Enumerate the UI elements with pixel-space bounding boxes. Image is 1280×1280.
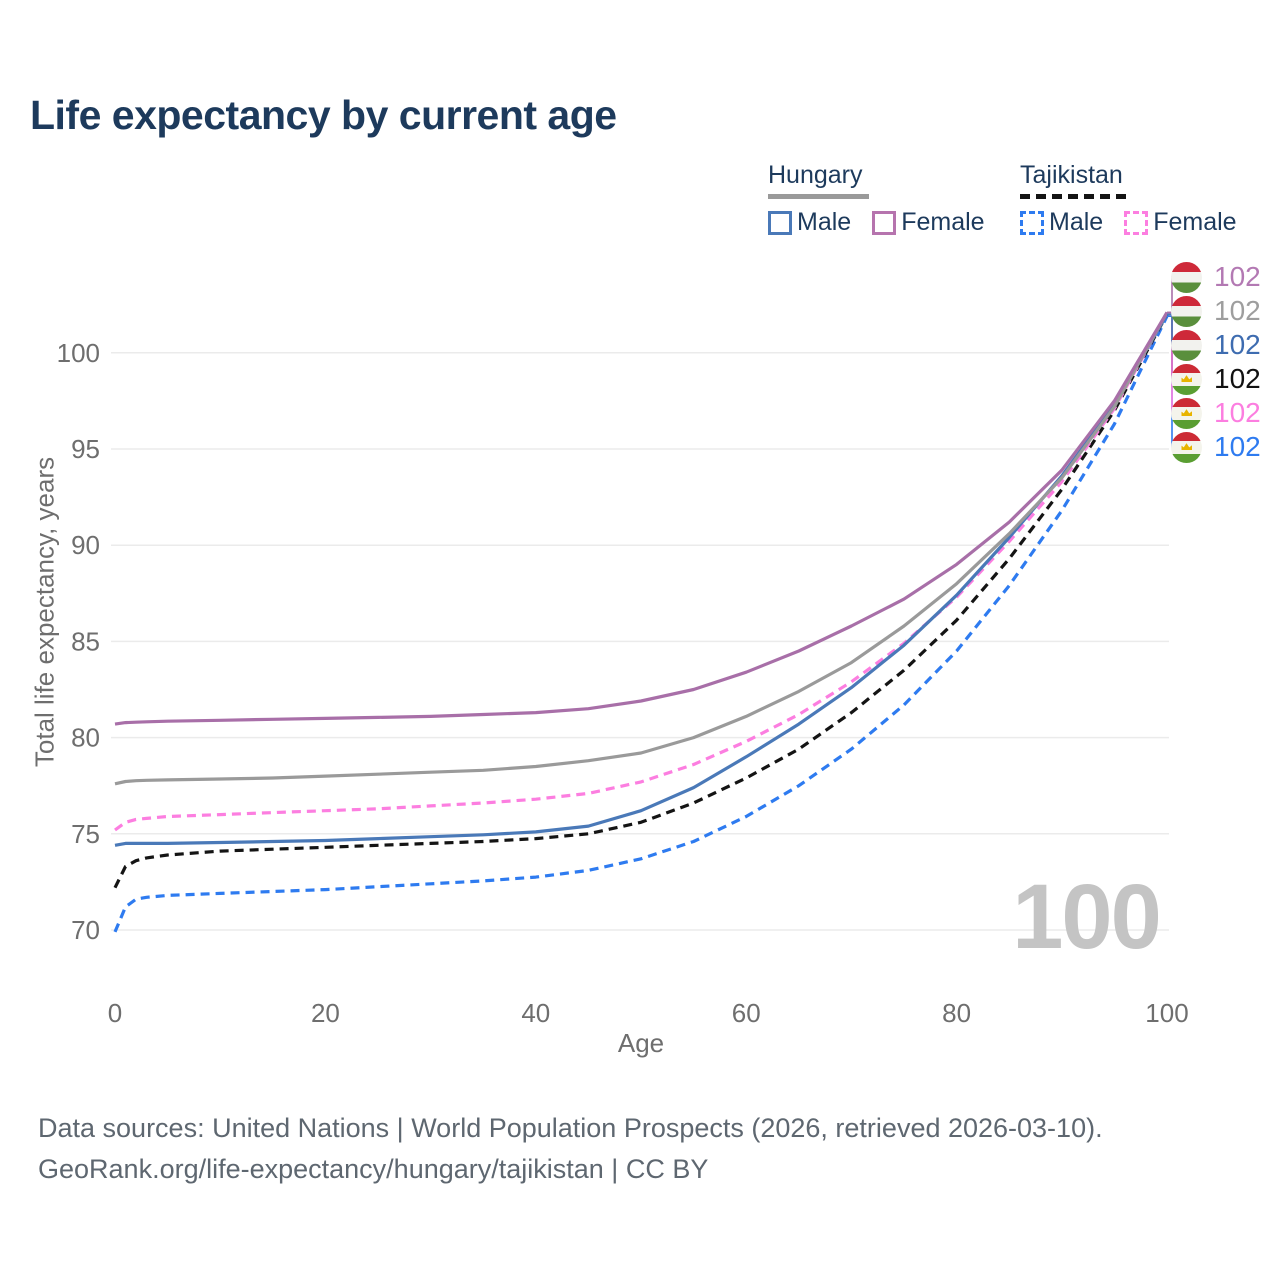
- tajikistan-flag-icon: [1171, 397, 1202, 429]
- age-watermark: 100: [1012, 866, 1160, 968]
- end-label-tajikistan-male: 102: [1171, 430, 1261, 464]
- legend-items-hungary: Male Female: [768, 208, 1006, 237]
- legend-swatch-tajikistan-male[interactable]: [1020, 210, 1044, 235]
- series-line-hungary-female[interactable]: [114, 311, 1169, 726]
- y-tick-label: 95: [71, 434, 100, 464]
- legend-items-tajikistan: Male Female: [1020, 208, 1258, 237]
- end-value-label: 102: [1214, 261, 1261, 292]
- end-value-label: 102: [1214, 397, 1261, 428]
- dashed-line-sample-icon: [1020, 194, 1130, 199]
- hungary-flag-icon: [1171, 261, 1202, 293]
- x-tick-label: 0: [108, 998, 122, 1028]
- hungary-flag-icon: [1171, 329, 1202, 361]
- end-value-label: 102: [1214, 431, 1261, 462]
- series-line-tajikistan-female[interactable]: [114, 312, 1169, 832]
- legend-group-tajikistan: Tajikistan Male Female: [1020, 161, 1258, 237]
- series-line-hungary-all[interactable]: [114, 311, 1169, 786]
- end-label-hungary-all: 102: [1171, 294, 1261, 328]
- hungary-flag-icon: [1171, 295, 1202, 327]
- y-tick-label: 85: [71, 626, 100, 656]
- y-tick-label: 100: [57, 338, 100, 368]
- series-line-tajikistan-male[interactable]: [113, 315, 1169, 933]
- legend-country-label: Tajikistan: [1020, 161, 1123, 189]
- legend-label-hungary-male[interactable]: Male: [797, 208, 852, 236]
- end-value-label: 102: [1214, 363, 1261, 394]
- end-value-label: 102: [1214, 295, 1261, 326]
- series-line-tajikistan-all[interactable]: [113, 313, 1169, 889]
- x-tick-label: 40: [521, 998, 550, 1028]
- x-tick-label: 100: [1145, 998, 1188, 1028]
- y-tick-label: 70: [71, 915, 100, 945]
- legend-country-label: Hungary: [768, 161, 863, 189]
- legend-group-title-tajikistan: Tajikistan: [1020, 161, 1258, 199]
- y-tick-label: 90: [71, 530, 100, 560]
- data-source-text: Data sources: United Nations | World Pop…: [38, 1113, 1103, 1143]
- legend-label-hungary-female[interactable]: Female: [901, 208, 985, 236]
- legend-swatch-hungary-male[interactable]: [768, 210, 792, 235]
- legend-group-hungary: Hungary Male Female: [768, 161, 1006, 237]
- end-value-label: 102: [1214, 329, 1261, 360]
- x-tick-label: 20: [311, 998, 340, 1028]
- end-label-hungary-female: 102: [1171, 260, 1261, 294]
- legend-swatch-tajikistan-female[interactable]: [1124, 210, 1149, 235]
- y-tick-label: 80: [71, 723, 100, 753]
- x-tick-label: 80: [942, 998, 971, 1028]
- y-tick-label: 75: [71, 819, 100, 849]
- crown-emblem-icon: [1181, 443, 1192, 451]
- end-label-tajikistan-female: 102: [1171, 396, 1261, 430]
- tajikistan-flag-icon: [1171, 431, 1202, 463]
- footer: Data sources: United Nations | World Pop…: [38, 1108, 1103, 1190]
- x-tick-label: 60: [732, 998, 761, 1028]
- legend-label-tajikistan-female[interactable]: Female: [1153, 208, 1237, 236]
- legend-swatch-hungary-female[interactable]: [872, 210, 897, 235]
- legend-label-tajikistan-male[interactable]: Male: [1049, 208, 1104, 236]
- solid-line-sample-icon: [768, 194, 869, 199]
- crown-emblem-icon: [1181, 409, 1192, 417]
- end-label-tajikistan-all: 102: [1171, 362, 1261, 396]
- crown-emblem-icon: [1181, 375, 1192, 383]
- series-line-hungary-male[interactable]: [114, 313, 1169, 847]
- tajikistan-flag-icon: [1171, 363, 1202, 395]
- x-axis-title: Age: [617, 1028, 665, 1058]
- legend-group-title-hungary: Hungary: [768, 161, 1006, 199]
- attribution-text: GeoRank.org/life-expectancy/hungary/taji…: [38, 1154, 709, 1184]
- y-axis-title: Total life expectancy, years: [29, 456, 60, 768]
- end-label-hungary-male: 102: [1171, 328, 1261, 362]
- page-title: Life expectancy by current age: [30, 92, 617, 138]
